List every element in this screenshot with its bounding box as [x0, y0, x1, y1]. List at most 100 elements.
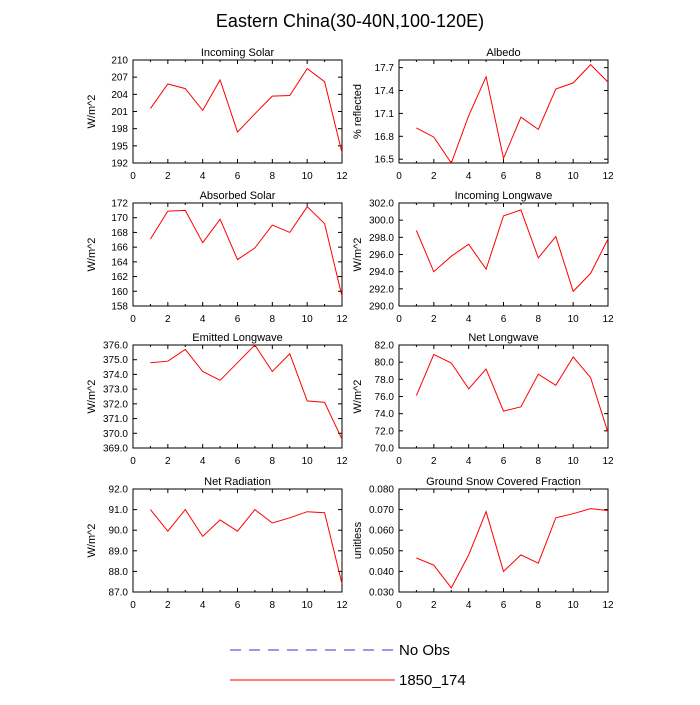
x-tick-label: 6 [235, 314, 241, 325]
x-tick-label: 2 [165, 456, 171, 467]
x-tick-label: 4 [200, 171, 206, 182]
y-tick-label: 16.5 [375, 155, 395, 166]
legend-label-no-obs: No Obs [399, 642, 450, 659]
x-tick-label: 10 [302, 456, 314, 467]
series-line-1850-174 [415, 353, 609, 433]
x-tick-label: 4 [200, 600, 206, 611]
x-tick-label: 10 [302, 171, 314, 182]
x-tick-label: 4 [466, 600, 472, 611]
y-tick-label: 17.4 [375, 86, 395, 97]
y-tick-label: 72.0 [375, 426, 395, 437]
x-tick-label: 4 [466, 314, 472, 325]
y-tick-label: 0.050 [369, 546, 394, 557]
panel-emitted-longwave: Emitted Longwave W/m^2 0 2 4 6 8 10 12 369.0 370.0… [86, 332, 348, 467]
y-tick-label: 192 [111, 159, 128, 170]
y-tick-label: 294.0 [369, 267, 394, 278]
y-tick-label: 300.0 [369, 216, 394, 227]
panel-absorbed-solar: Absorbed Solar W/m^2 0 2 4 6 8 10 12 158 160 162 164… [86, 190, 348, 325]
plot-frame [132, 202, 343, 307]
y-axis-label: W/m^2 [86, 524, 98, 558]
y-tick-label: 92.0 [109, 485, 129, 496]
x-tick-label: 0 [130, 600, 136, 611]
x-tick-label: 10 [568, 456, 580, 467]
y-tick-label: 201 [111, 107, 128, 118]
y-tick-label: 302.0 [369, 199, 394, 210]
x-tick-label: 12 [602, 456, 614, 467]
y-tick-label: 17.1 [375, 109, 395, 120]
x-tick-label: 12 [336, 456, 348, 467]
x-tick-label: 8 [270, 171, 276, 182]
x-tick-label: 12 [336, 171, 348, 182]
x-tick-label: 6 [235, 456, 241, 467]
x-tick-label: 4 [466, 456, 472, 467]
x-tick-label: 0 [396, 314, 402, 325]
panel-net-longwave: Net Longwave W/m^2 0 2 4 6 8 10 12 70.0 72.0 74.0 76… [352, 332, 614, 467]
y-tick-label: 164 [111, 257, 128, 268]
y-tick-label: 78.0 [375, 375, 395, 386]
x-tick-label: 0 [130, 314, 136, 325]
plot-frame [132, 488, 343, 593]
x-tick-label: 0 [130, 456, 136, 467]
x-tick-label: 10 [568, 600, 580, 611]
x-tick-label: 4 [200, 314, 206, 325]
y-tick-label: 376.0 [103, 341, 128, 352]
y-tick-label: 290.0 [369, 302, 394, 313]
y-tick-label: 292.0 [369, 284, 394, 295]
x-tick-label: 8 [536, 456, 542, 467]
y-tick-label: 87.0 [109, 588, 129, 599]
y-axis-label: % reflected [352, 84, 364, 139]
panel-net-radiation: Net Radiation W/m^2 0 2 4 6 8 10 12 87.0 88.0 89.0 9… [86, 476, 348, 611]
y-axis-label: unitless [352, 521, 364, 559]
x-tick-label: 8 [270, 600, 276, 611]
x-tick-label: 12 [336, 600, 348, 611]
x-tick-label: 4 [200, 456, 206, 467]
y-tick-label: 371.0 [103, 414, 128, 425]
x-tick-label: 10 [302, 600, 314, 611]
plot-frame [398, 488, 609, 593]
x-tick-label: 8 [270, 456, 276, 467]
y-tick-label: 16.8 [375, 132, 395, 143]
x-tick-label: 8 [536, 600, 542, 611]
y-tick-label: 372.0 [103, 399, 128, 410]
series-line-1850-174 [150, 344, 343, 440]
panel-title: Absorbed Solar [200, 190, 276, 202]
plot-frame [398, 202, 609, 307]
plot-frame [132, 344, 343, 449]
x-tick-label: 0 [396, 171, 402, 182]
y-tick-label: 160 [111, 287, 128, 298]
x-tick-label: 8 [270, 314, 276, 325]
x-tick-label: 0 [396, 600, 402, 611]
x-tick-label: 6 [501, 600, 507, 611]
x-tick-label: 6 [501, 171, 507, 182]
x-tick-label: 6 [501, 314, 507, 325]
y-tick-label: 0.030 [369, 588, 394, 599]
y-tick-label: 375.0 [103, 355, 128, 366]
x-tick-label: 8 [536, 171, 542, 182]
panel-title: Emitted Longwave [192, 332, 283, 344]
y-tick-label: 210 [111, 56, 128, 67]
x-tick-label: 12 [602, 314, 614, 325]
panel-title: Ground Snow Covered Fraction [426, 476, 581, 488]
y-tick-label: 74.0 [375, 409, 395, 420]
legend: No Obs 1850_174 [230, 642, 466, 689]
y-axis-label: W/m^2 [86, 380, 98, 414]
x-tick-label: 2 [431, 600, 437, 611]
y-tick-label: 162 [111, 272, 128, 283]
panel-title: Incoming Solar [201, 47, 275, 59]
x-tick-label: 10 [302, 314, 314, 325]
series-line-1850-174 [416, 63, 609, 165]
y-axis-label: W/m^2 [86, 95, 98, 129]
x-tick-label: 2 [165, 600, 171, 611]
panel-title: Incoming Longwave [455, 190, 553, 202]
series-line-1850-174 [149, 67, 343, 153]
series-line-1850-174 [149, 205, 343, 297]
x-tick-label: 12 [336, 314, 348, 325]
plot-frame [398, 59, 609, 164]
x-tick-label: 2 [431, 171, 437, 182]
y-tick-label: 369.0 [103, 444, 128, 455]
figure-title: Eastern China(30-40N,100-120E) [216, 11, 484, 31]
x-tick-label: 12 [602, 171, 614, 182]
y-tick-label: 370.0 [103, 429, 128, 440]
legend-label-1850-174: 1850_174 [399, 672, 466, 689]
